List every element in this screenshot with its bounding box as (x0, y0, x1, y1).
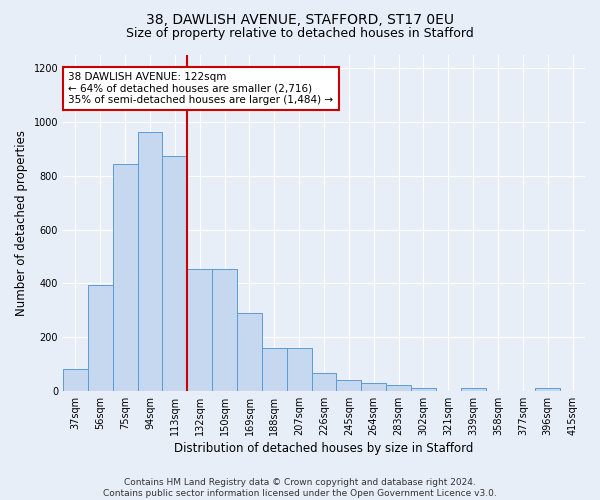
Text: 38, DAWLISH AVENUE, STAFFORD, ST17 0EU: 38, DAWLISH AVENUE, STAFFORD, ST17 0EU (146, 12, 454, 26)
Bar (386, 386, 411, 391)
Bar (237, 313, 262, 391)
Bar (287, 348, 311, 391)
Bar (137, 132, 163, 391)
Text: Contains HM Land Registry data © Crown copyright and database right 2024.
Contai: Contains HM Land Registry data © Crown c… (103, 478, 497, 498)
Bar (88, 284, 113, 391)
Bar (337, 380, 361, 391)
Bar (461, 388, 485, 391)
Text: 38 DAWLISH AVENUE: 122sqm
← 64% of detached houses are smaller (2,716)
35% of se: 38 DAWLISH AVENUE: 122sqm ← 64% of detac… (68, 72, 334, 105)
Bar (262, 348, 287, 391)
Bar (163, 156, 187, 391)
Text: Size of property relative to detached houses in Stafford: Size of property relative to detached ho… (126, 28, 474, 40)
Bar (113, 164, 137, 391)
Bar (411, 388, 436, 391)
Y-axis label: Number of detached properties: Number of detached properties (15, 130, 28, 316)
Bar (311, 374, 337, 391)
Bar (63, 370, 88, 391)
X-axis label: Distribution of detached houses by size in Stafford: Distribution of detached houses by size … (175, 442, 474, 455)
Bar (535, 388, 560, 391)
Bar (361, 383, 386, 391)
Bar (187, 268, 212, 391)
Bar (212, 268, 237, 391)
